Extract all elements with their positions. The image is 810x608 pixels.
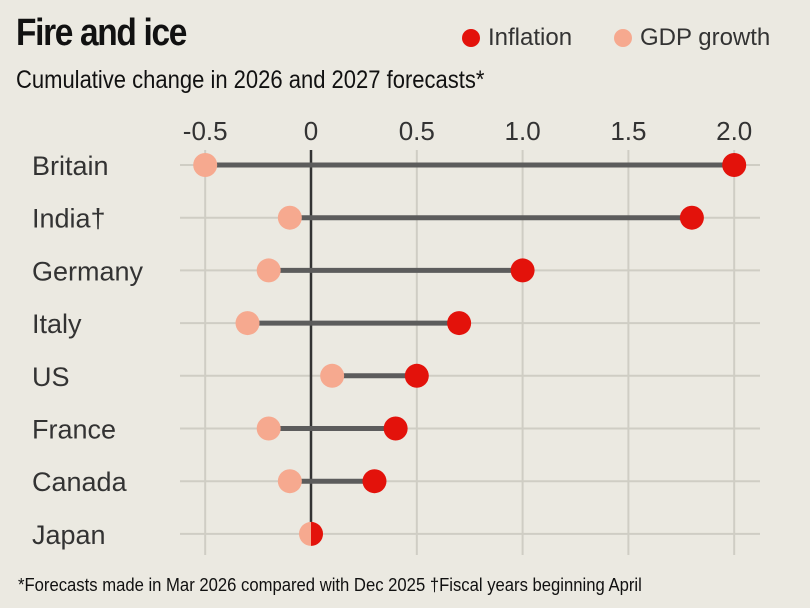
inflation-point: [362, 469, 387, 494]
category-label: Canada: [32, 467, 128, 497]
category-label: Japan: [32, 520, 106, 550]
chart-subtitle: Cumulative change in 2026 and 2027 forec…: [16, 66, 485, 94]
gdp-growth-point: [320, 363, 345, 388]
x-tick-label: 1.0: [505, 116, 541, 146]
x-tick-label: 2.0: [716, 116, 752, 146]
gdp-growth-point: [256, 416, 281, 441]
gdp-growth-point: [235, 311, 260, 336]
x-tick-label: -0.5: [183, 116, 228, 146]
legend-label: GDP growth: [640, 24, 771, 51]
gdp-growth-point: [193, 153, 218, 177]
gdp-growth-marker-icon: [614, 29, 632, 47]
legend-item-inflation: Inflation: [462, 24, 572, 52]
inflation-marker-icon: [462, 29, 480, 47]
category-label: India†: [32, 204, 106, 234]
legend-item-gdp-growth: GDP growth: [614, 24, 770, 52]
inflation-point: [311, 521, 323, 546]
category-label: Germany: [32, 256, 144, 286]
inflation-point: [722, 153, 747, 177]
footnote: *Forecasts made in Mar 2026 compared wit…: [18, 574, 642, 595]
gdp-growth-point: [256, 258, 281, 283]
inflation-point: [679, 205, 704, 230]
x-tick-label: 0: [304, 116, 318, 146]
chart-title: Fire and ice: [16, 12, 187, 54]
inflation-point: [383, 416, 408, 441]
category-label: Italy: [32, 309, 82, 339]
x-tick-label: 1.5: [610, 116, 646, 146]
inflation-point: [404, 363, 429, 388]
gdp-growth-point: [277, 469, 302, 494]
x-tick-label: 0.5: [399, 116, 435, 146]
category-label: Britain: [32, 151, 109, 181]
inflation-point: [447, 311, 472, 336]
legend-label: Inflation: [488, 24, 573, 51]
category-label: France: [32, 415, 116, 445]
category-label: US: [32, 362, 70, 392]
gdp-growth-point: [277, 205, 302, 230]
inflation-point: [510, 258, 535, 283]
